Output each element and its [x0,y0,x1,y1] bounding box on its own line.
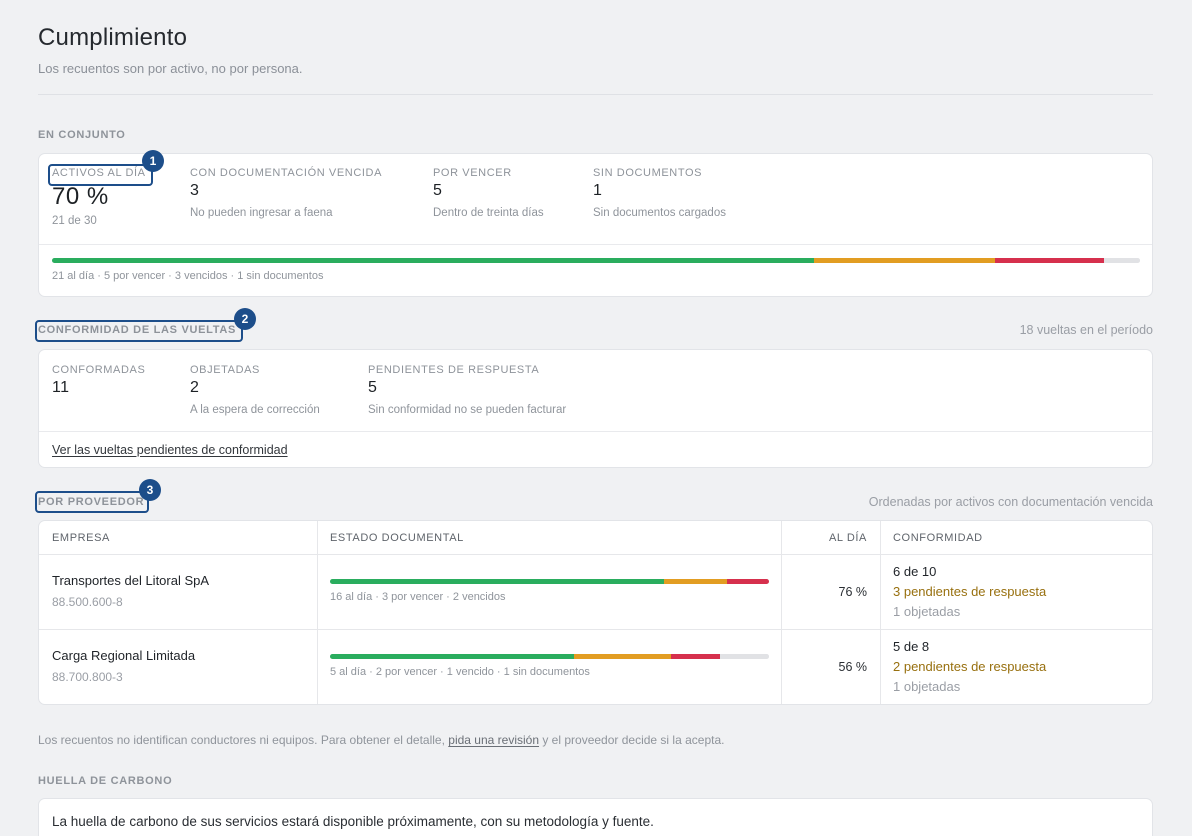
bar-segment-sin-documentos [720,654,769,659]
bar-segment-al-dia [52,258,814,263]
suppliers-table: EMPRESA ESTADO DOCUMENTAL AL DÍA CONFORM… [38,520,1153,705]
supplier-bar-caption: 16 al día · 3 por vencer · 2 vencidos [330,591,506,603]
stat-label: ACTIVOS AL DÍA [52,167,146,179]
section-label-carbon: HUELLA DE CARBONO [38,775,173,787]
bar-segment-por-vencer [813,258,995,263]
stat-objected: OBJETADAS 2 A la espera de corrección [190,363,320,417]
column-header-doc-status: ESTADO DOCUMENTAL [317,521,781,554]
card-divider [39,244,1152,245]
bar-segment-al-dia [330,579,665,584]
annotation-box-1 [48,164,153,186]
carbon-message: La huella de carbono de sus servicios es… [52,814,654,829]
annotation-badge-3: 3 [139,479,161,501]
objected-count: 1 objetadas [893,604,961,619]
bar-segment-por-vencer [664,579,728,584]
stat-value: 2 [190,379,200,396]
stat-note: Dentro de treinta días [433,207,544,219]
bar-segment-vencidos [994,258,1104,263]
pending-responses: 2 pendientes de respuesta [893,659,1047,674]
company-cell: Carga Regional Limitada 88.700.800-3 [39,630,317,704]
stat-label: CONFORMADAS [52,364,146,376]
stat-label: PENDIENTES DE RESPUESTA [368,364,540,376]
doc-status-cell: 5 al día · 2 por vencer · 1 vencido · 1 … [317,630,781,704]
overall-status-bar [52,258,1140,263]
overall-bar-caption: 21 al día · 5 por vencer · 3 vencidos · … [52,270,324,282]
stat-label: SIN DOCUMENTOS [593,167,703,179]
table-row[interactable]: Transportes del Litoral SpA 88.500.600-8… [39,555,1152,630]
supplier-status-bar [330,579,769,584]
pending-responses: 3 pendientes de respuesta [893,584,1047,599]
stat-pending-response: PENDIENTES DE RESPUESTA 5 Sin conformida… [368,363,566,417]
stat-no-docs: SIN DOCUMENTOS 1 Sin documentos cargados [593,166,726,220]
supplier-bar-caption: 5 al día · 2 por vencer · 1 vencido · 1 … [330,666,590,678]
stat-note: No pueden ingresar a faena [190,207,333,219]
company-name: Transportes del Litoral SpA [52,573,210,588]
stat-label: POR VENCER [433,167,512,179]
stat-active-ok: ACTIVOS AL DÍA 70 % 21 de 30 [52,166,146,228]
company-rut: 88.700.800-3 [52,670,123,684]
conformity-card: CONFORMADAS 11 OBJETADAS 2 A la espera d… [38,349,1153,468]
stat-note: 21 de 30 [52,215,97,227]
period-trip-count: 18 vueltas en el período [1019,323,1153,337]
bar-segment-por-vencer [573,654,672,659]
page-subtitle: Los recuentos son por activo, no por per… [38,61,303,76]
company-rut: 88.500.600-8 [52,595,123,609]
bar-segment-al-dia [330,654,574,659]
bar-segment-vencidos [671,654,721,659]
bar-segment-sin-documentos [1103,258,1140,263]
conformity-cell: 6 de 10 3 pendientes de respuesta 1 obje… [880,555,1152,629]
page-title: Cumplimiento [38,24,188,51]
request-review-link[interactable]: pida una revisión [448,733,540,747]
footnote-text-after: y el proveedor decide si la acepta. [539,733,725,747]
company-cell: Transportes del Litoral SpA 88.500.600-8 [39,555,317,629]
column-header-al-dia: AL DÍA [781,521,880,554]
conformity-count: 6 de 10 [893,564,937,579]
table-row[interactable]: Carga Regional Limitada 88.700.800-3 5 a… [39,630,1152,704]
table-header-row: EMPRESA ESTADO DOCUMENTAL AL DÍA CONFORM… [39,521,1152,555]
conformity-count: 5 de 8 [893,639,930,654]
annotation-box-2 [35,320,243,342]
header-divider [38,94,1153,95]
doc-status-cell: 16 al día · 3 por vencer · 2 vencidos [317,555,781,629]
section-label-suppliers: POR PROVEEDOR [38,496,145,508]
stat-value: 3 [190,182,200,199]
stat-label: CON DOCUMENTACIÓN VENCIDA [190,167,383,179]
conformity-cell: 5 de 8 2 pendientes de respuesta 1 objet… [880,630,1152,704]
footnote: Los recuentos no identifican conductores… [38,732,724,748]
stat-expired-docs: CON DOCUMENTACIÓN VENCIDA 3 No pueden in… [190,166,382,220]
stat-about-to-expire: POR VENCER 5 Dentro de treinta días [433,166,544,220]
column-header-conformity: CONFORMIDAD [880,521,1152,554]
al-dia-percent: 56 % [781,630,880,704]
stat-value: 11 [52,379,70,396]
company-name: Carga Regional Limitada [52,648,196,663]
pending-trips-link[interactable]: Ver las vueltas pendientes de conformida… [52,443,288,457]
stat-note: Sin conformidad no se pueden facturar [368,404,567,416]
stat-note: Sin documentos cargados [593,207,726,219]
stat-conformed: CONFORMADAS 11 [52,363,145,398]
bar-segment-vencidos [727,579,769,584]
annotation-box-3 [35,491,149,513]
sort-note: Ordenadas por activos con documentación … [868,495,1153,509]
al-dia-percent: 76 % [781,555,880,629]
footnote-text-before: Los recuentos no identifican conductores… [38,733,449,747]
section-label-overall: EN CONJUNTO [38,129,126,141]
stat-label: OBJETADAS [190,364,260,376]
carbon-card: La huella de carbono de sus servicios es… [38,798,1153,836]
stat-value: 5 [368,379,378,396]
stat-value: 70 % [52,183,109,210]
stat-note: A la espera de corrección [190,404,320,416]
overall-card: ACTIVOS AL DÍA 70 % 21 de 30 CON DOCUMEN… [38,153,1153,297]
stat-value: 5 [433,182,443,199]
objected-count: 1 objetadas [893,679,961,694]
stat-value: 1 [593,182,603,199]
card-divider [39,431,1152,432]
annotation-badge-2: 2 [234,308,256,330]
column-header-company: EMPRESA [52,531,110,544]
section-label-conformity: CONFORMIDAD DE LAS VUELTAS [38,324,237,336]
annotation-badge-1: 1 [142,150,164,172]
supplier-status-bar [330,654,769,659]
